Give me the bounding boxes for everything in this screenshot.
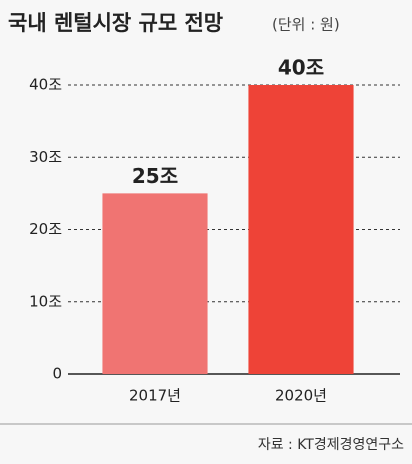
y-tick-label: 10조 — [29, 292, 62, 310]
y-tick-label: 40조 — [29, 76, 62, 94]
y-tick-label: 20조 — [29, 220, 62, 238]
chart-subtitle: (단위 : 원) — [272, 16, 340, 34]
chart-title: 국내 렌털시장 규모 전망 — [8, 11, 223, 35]
y-tick-label: 30조 — [29, 148, 62, 166]
y-tick-label: 0 — [52, 365, 62, 383]
bar — [102, 193, 208, 374]
x-tick-label: 2020년 — [275, 387, 327, 405]
source: 자료 : KT경제경영연구소 — [258, 437, 404, 453]
bar — [248, 85, 354, 374]
value-label: 25조 — [132, 164, 178, 188]
x-tick-label: 2017년 — [129, 387, 181, 405]
value-label: 40조 — [278, 56, 324, 80]
